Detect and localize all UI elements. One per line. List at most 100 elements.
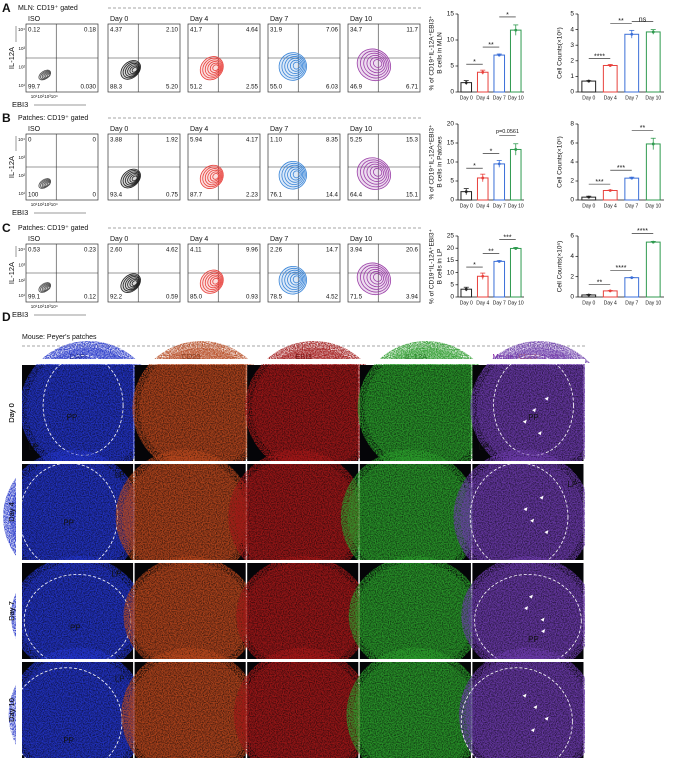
x-axis-label: EBI3 xyxy=(12,310,28,319)
tissue xyxy=(228,449,367,584)
mean-dot xyxy=(464,287,468,291)
y-tick-label: 8 xyxy=(570,121,574,128)
y-axis-label: Cell Counts(×10⁵) xyxy=(557,136,564,188)
contour xyxy=(124,171,140,186)
significance-label: ** xyxy=(618,18,624,25)
arrowhead xyxy=(524,606,529,611)
contour xyxy=(46,182,51,186)
contour xyxy=(373,59,383,68)
y-tick-label: 10⁴ xyxy=(18,137,25,142)
arrowhead xyxy=(544,396,549,401)
bar xyxy=(493,163,506,201)
quadrant-value: 20.6 xyxy=(406,247,419,254)
y-axis-label: B cells in Patches xyxy=(437,136,444,188)
mean-dot xyxy=(514,28,518,32)
plot-title: Day 7 xyxy=(270,126,288,133)
mask-right xyxy=(585,363,674,761)
y-tick-label: 4 xyxy=(570,253,574,260)
x-tick-label: 10² xyxy=(37,94,44,99)
quadrant-value: 14.4 xyxy=(326,192,339,199)
y-tick-label: 5 xyxy=(450,282,454,289)
contour xyxy=(122,170,141,187)
quadrant-value: 0.59 xyxy=(166,294,179,301)
contour xyxy=(129,174,139,183)
tissue-glow xyxy=(355,562,476,670)
mean-dot xyxy=(497,162,501,166)
contour xyxy=(209,171,220,182)
mean-dot xyxy=(497,53,501,57)
y-tick-label: 5 xyxy=(450,178,454,185)
tissue xyxy=(132,341,271,476)
x-tick-label: Day 7 xyxy=(493,203,506,209)
row-label: Day 10 xyxy=(7,698,16,722)
plot-title: Day 7 xyxy=(270,236,288,243)
region-label: LP xyxy=(479,443,489,452)
tissue-glow xyxy=(240,654,365,761)
y-tick-label: 15 xyxy=(447,257,455,264)
y-tick-label: 10² xyxy=(18,278,25,283)
tissue-glow xyxy=(10,456,134,578)
quadrant-value: 4.11 xyxy=(190,247,202,254)
arrowhead xyxy=(532,408,537,413)
significance-label: * xyxy=(473,163,476,170)
tissue xyxy=(340,449,479,584)
significance-label: ** xyxy=(488,248,494,255)
quadrant-value: 15.1 xyxy=(406,192,419,199)
quadrant-value: 99.7 xyxy=(28,84,41,91)
x-tick-label: 10² xyxy=(37,202,44,207)
bar xyxy=(602,64,618,93)
bar xyxy=(581,80,597,93)
y-tick-label: 20 xyxy=(447,245,455,252)
row-gap xyxy=(22,560,585,563)
quadrant-value: 1.10 xyxy=(270,137,283,144)
x-tick-label: Day 7 xyxy=(493,300,506,306)
plot-title: ISO xyxy=(28,236,41,243)
contour xyxy=(124,62,140,77)
bar xyxy=(645,31,661,93)
contour xyxy=(373,273,383,282)
mean-dot xyxy=(464,81,468,85)
arrowhead xyxy=(537,431,542,436)
x-tick-label: Day 10 xyxy=(508,95,524,101)
x-tick-label: Day 7 xyxy=(625,300,638,306)
contour xyxy=(131,67,138,73)
mean-dot xyxy=(481,274,485,278)
quadrant-value: 2.55 xyxy=(246,84,259,91)
tissue xyxy=(10,556,145,676)
y-tick-label: 10³ xyxy=(18,263,25,268)
y-tick-label: 15 xyxy=(447,140,455,147)
x-tick-label: Day 0 xyxy=(582,95,595,101)
quadrant-value: 2.26 xyxy=(270,247,283,254)
contour xyxy=(46,286,51,290)
quadrant-value: 0.18 xyxy=(84,27,97,34)
y-tick-label: 10² xyxy=(18,173,25,178)
y-tick-label: 10 xyxy=(447,37,455,44)
contour xyxy=(292,61,301,70)
plot-title: Day 10 xyxy=(350,16,372,23)
significance-label: ** xyxy=(640,125,646,132)
contour xyxy=(127,172,139,185)
tissue-glow xyxy=(17,562,138,670)
contour xyxy=(360,159,390,188)
x-tick-label: Day 0 xyxy=(460,203,473,209)
significance-label: * xyxy=(506,12,509,19)
region-label: PP xyxy=(70,623,81,632)
y-tick-label: 2 xyxy=(570,273,574,280)
x-tick-label: Day 0 xyxy=(460,95,473,101)
x-tick-label: 10⁴ xyxy=(51,304,58,309)
quadrant-value: 0.23 xyxy=(84,247,97,254)
region-label: LP xyxy=(115,674,125,683)
contour xyxy=(122,274,141,292)
quadrant-value: 87.7 xyxy=(190,192,203,199)
x-tick-label: Day 0 xyxy=(460,300,473,306)
plot-title: Day 4 xyxy=(190,126,208,133)
mean-dot xyxy=(464,190,468,194)
plot-title: Day 0 xyxy=(110,236,128,243)
y-axis-label: B cells in MLN xyxy=(437,32,444,74)
quadrant-value: 5.25 xyxy=(350,137,363,144)
quadrant-value: 0.53 xyxy=(28,247,41,254)
tissue xyxy=(236,556,370,676)
y-tick-label: 15 xyxy=(447,11,455,18)
y-axis-label: % of CD19⁺IL-12A⁺EBI3⁺ xyxy=(429,15,436,91)
